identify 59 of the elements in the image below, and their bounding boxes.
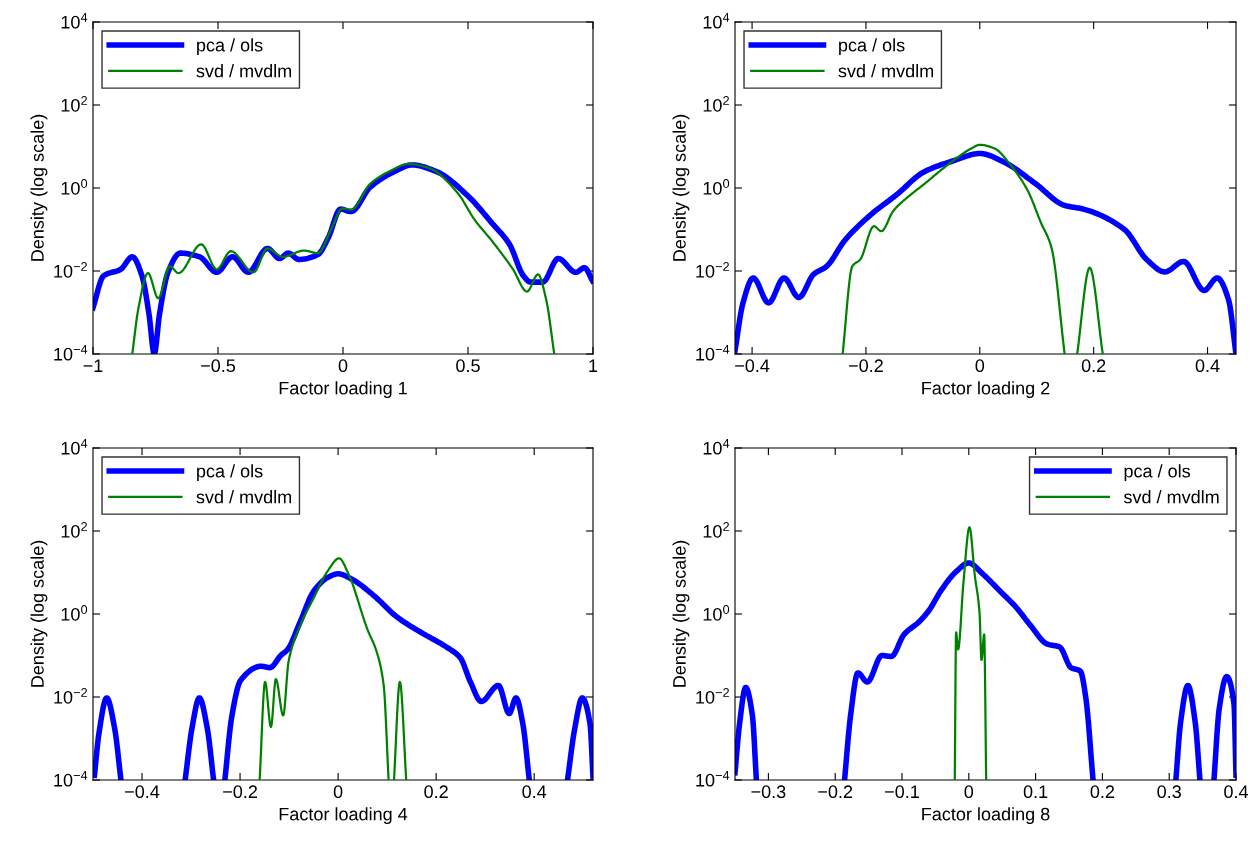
x-tick-label: 0.2 <box>424 785 448 799</box>
y-tick-label: 10$^{−2}$ <box>696 262 729 278</box>
x-axis-title: Factor loading 8 <box>922 807 1050 825</box>
x-tick-label: 0.2 <box>1081 359 1106 373</box>
y-axis-title: Density (log scale) <box>30 114 48 261</box>
y-tick-label: 10$^{0}$ <box>61 605 88 621</box>
x-axis-title: Factor loading 4 <box>279 807 408 825</box>
y-tick-label: 10$^{4}$ <box>703 13 730 29</box>
y-tick-label: 10$^{4}$ <box>61 13 88 29</box>
y-tick-label: 10$^{−4}$ <box>54 345 88 361</box>
x-tick-label: 0.2 <box>1090 785 1115 799</box>
y-tick-label: 10$^{−2}$ <box>696 688 729 704</box>
y-tick-label: 10$^{4}$ <box>703 439 730 455</box>
x-tick-label: 0.1 <box>1023 785 1048 799</box>
x-tick-label: 0.4 <box>522 785 547 799</box>
y-tick-label: 10$^{0}$ <box>703 605 730 621</box>
y-tick-label: 10$^{−2}$ <box>54 688 87 704</box>
y-tick-label: 10$^{2}$ <box>61 522 87 538</box>
x-tick-label: 0 <box>964 785 974 799</box>
x-tick-label: 0 <box>338 359 348 373</box>
legend-label: pca / ols <box>197 38 263 56</box>
x-tick-label: 0.4 <box>1195 359 1220 373</box>
legend-label: pca / ols <box>839 38 905 56</box>
y-axis-title: Density (log scale) <box>30 540 48 687</box>
x-tick-label: −0.1 <box>885 785 919 799</box>
y-tick-label: 10$^{−2}$ <box>54 262 87 278</box>
legend-label: svd / mvdlm <box>196 490 292 504</box>
x-tick-label: −0.2 <box>223 785 257 799</box>
legend-label: svd / mvdlm <box>196 64 292 78</box>
y-tick-label: 10$^{4}$ <box>61 439 88 455</box>
x-tick-label: −0.5 <box>201 359 236 373</box>
x-tick-label: −0.4 <box>125 785 160 799</box>
y-tick-label: 10$^{2}$ <box>703 96 729 112</box>
x-tick-label: −0.2 <box>849 359 883 373</box>
x-tick-label: −0.3 <box>751 785 786 799</box>
y-tick-label: 10$^{−4}$ <box>54 771 88 787</box>
x-tick-label: 0.4 <box>1224 785 1249 799</box>
y-tick-label: 10$^{2}$ <box>703 522 729 538</box>
x-axis-title: Factor loading 1 <box>279 381 407 399</box>
y-tick-label: 10$^{0}$ <box>61 179 88 195</box>
legend-label: svd / mvdlm <box>1123 490 1219 504</box>
legend-label: pca / ols <box>1124 464 1191 482</box>
x-tick-label: 0 <box>975 359 985 373</box>
y-tick-label: 10$^{−4}$ <box>696 345 730 361</box>
y-axis-title: Density (log scale) <box>672 114 690 261</box>
x-tick-label: −0.2 <box>818 785 853 799</box>
x-axis-title: Factor loading 2 <box>922 381 1050 399</box>
y-tick-label: 10$^{−4}$ <box>696 771 730 787</box>
x-tick-label: 1 <box>589 359 598 372</box>
legend-label: svd / mvdlm <box>838 64 934 78</box>
x-tick-label: −0.4 <box>735 359 770 373</box>
legend-label: pca / ols <box>197 464 263 482</box>
x-tick-label: 0.5 <box>456 359 480 373</box>
y-tick-label: 10$^{2}$ <box>61 96 87 112</box>
x-tick-label: −1 <box>83 359 103 372</box>
y-tick-label: 10$^{0}$ <box>703 179 730 195</box>
x-tick-label: 0.3 <box>1157 785 1181 799</box>
x-tick-label: 0 <box>333 785 343 799</box>
y-axis-title: Density (log scale) <box>672 540 690 687</box>
